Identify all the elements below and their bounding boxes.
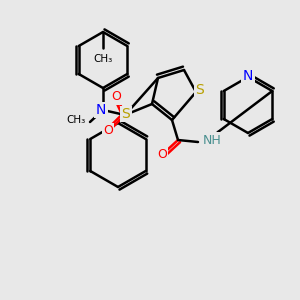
Text: N: N bbox=[243, 69, 253, 83]
Text: NH: NH bbox=[203, 134, 222, 146]
Text: O: O bbox=[157, 148, 167, 161]
Text: O: O bbox=[111, 91, 121, 103]
Text: O: O bbox=[103, 124, 113, 137]
Text: N: N bbox=[96, 103, 106, 117]
Text: S: S bbox=[196, 83, 204, 97]
Text: CH₃: CH₃ bbox=[93, 54, 112, 64]
Text: S: S bbox=[122, 107, 130, 121]
Text: CH₃: CH₃ bbox=[67, 115, 86, 125]
